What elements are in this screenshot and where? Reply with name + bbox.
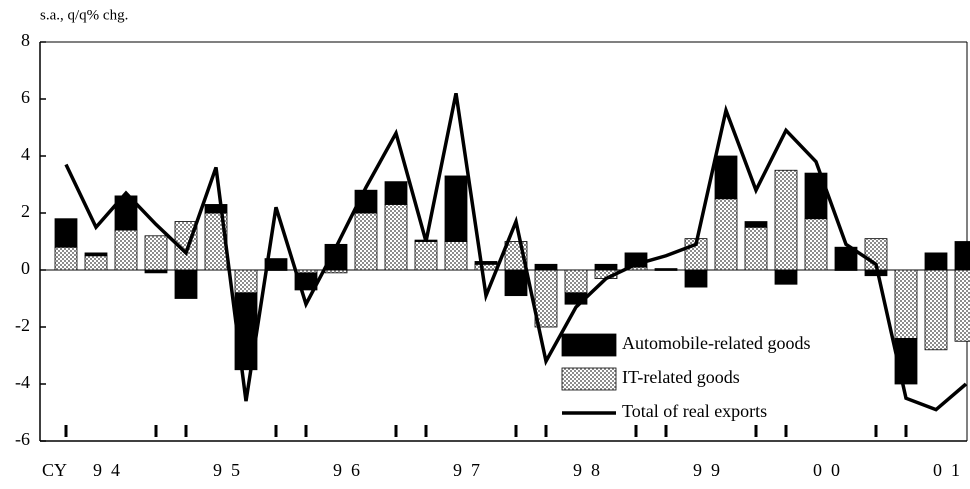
bar: [684, 269, 708, 288]
legend-swatch: [561, 367, 617, 391]
x-tick-label: 94: [93, 460, 129, 480]
bar: [384, 181, 408, 205]
x-tick-label: 01: [933, 460, 969, 480]
bar: [474, 263, 498, 271]
bar: [774, 269, 798, 285]
bar: [744, 226, 768, 271]
bar: [414, 241, 438, 271]
bar: [264, 258, 288, 271]
line: [64, 92, 968, 412]
x-tick-label: 99: [693, 460, 729, 480]
bar: [774, 169, 798, 271]
bar: [744, 221, 768, 228]
bar: [294, 269, 318, 274]
legend-label: Automobile-related goods: [622, 333, 810, 353]
bar: [114, 229, 138, 271]
bar: [114, 195, 138, 231]
x-axis-label: CY: [42, 460, 67, 480]
bar: [54, 246, 78, 271]
y-tick-label: 2: [21, 201, 30, 221]
bar: [144, 269, 168, 274]
bar: [924, 269, 948, 351]
bar: [474, 261, 498, 265]
bar: [84, 255, 108, 271]
bar: [444, 241, 468, 271]
bar: [144, 235, 168, 271]
bar: [504, 269, 528, 297]
bar: [954, 269, 970, 342]
y-axis-label: s.a., q/q% chg.: [40, 7, 128, 23]
bar: [594, 263, 618, 271]
x-tick-label: 00: [813, 460, 849, 480]
bar: [654, 268, 678, 271]
bar: [84, 252, 108, 257]
y-tick-label: 0: [21, 258, 30, 278]
bar: [324, 269, 348, 274]
bar: [804, 218, 828, 271]
bar: [714, 198, 738, 271]
x-tick-label: 96: [333, 460, 369, 480]
bar: [354, 212, 378, 271]
legend-swatch: [561, 333, 617, 357]
bar: [204, 204, 228, 214]
x-tick-label: 98: [573, 460, 609, 480]
y-tick-label: 8: [21, 30, 30, 50]
y-tick-label: 4: [21, 144, 30, 164]
bar: [924, 252, 948, 271]
legend-label: IT-related goods: [622, 367, 740, 387]
y-tick-label: -2: [15, 315, 30, 335]
bar: [234, 269, 258, 294]
bar: [174, 269, 198, 299]
x-tick-label: 97: [453, 460, 489, 480]
bar: [954, 241, 970, 271]
bar: [714, 155, 738, 200]
y-tick-label: -4: [15, 372, 30, 392]
bar: [534, 263, 558, 271]
bar: [444, 175, 468, 242]
bar: [564, 269, 588, 294]
y-tick-label: 6: [21, 87, 30, 107]
bar: [384, 204, 408, 271]
legend-label: Total of real exports: [622, 401, 767, 421]
bar: [834, 246, 858, 271]
bar: [54, 218, 78, 248]
y-tick-label: -6: [15, 429, 30, 449]
x-tick-label: 95: [213, 460, 249, 480]
bar: [894, 269, 918, 339]
